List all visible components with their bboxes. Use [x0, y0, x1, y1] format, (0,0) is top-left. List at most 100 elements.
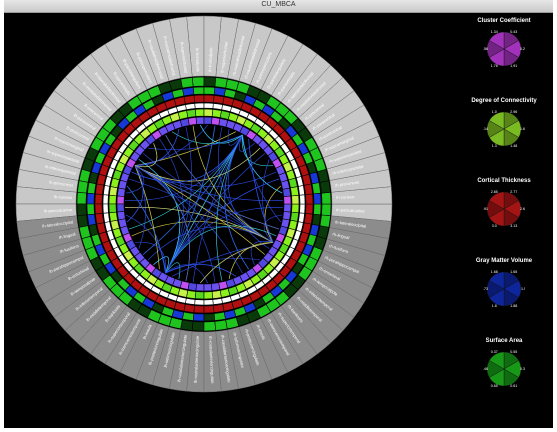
metric-ring-cell[interactable]	[309, 223, 320, 237]
metric-ring-cell[interactable]	[313, 192, 322, 205]
metric-ring-cell[interactable]	[86, 203, 95, 216]
metric-ring-cell[interactable]	[185, 298, 196, 305]
metric-ring-cell[interactable]	[280, 218, 290, 229]
metric-ring-cell[interactable]	[194, 108, 205, 117]
metric-ring-cell[interactable]	[298, 185, 305, 196]
metric-ring-cell[interactable]	[214, 77, 228, 89]
metric-ring-cell[interactable]	[303, 213, 313, 225]
metric-ring-cell[interactable]	[175, 104, 187, 113]
metric-ring-cell[interactable]	[186, 290, 197, 299]
metric-ring-cell[interactable]	[192, 86, 205, 95]
metric-ring-cell[interactable]	[109, 186, 118, 197]
metric-ring-cell[interactable]	[110, 177, 120, 189]
metric-ring-cell[interactable]	[177, 288, 189, 298]
metric-ring-cell[interactable]	[173, 301, 186, 312]
metric-ring-cell[interactable]	[319, 180, 331, 194]
metric-ring-cell[interactable]	[87, 213, 97, 226]
metric-ring-cell[interactable]	[186, 109, 197, 118]
metric-ring-cell[interactable]	[117, 187, 126, 197]
metric-ring-cell[interactable]	[211, 109, 222, 118]
metric-ring-cell[interactable]	[311, 182, 321, 195]
metric-ring-cell[interactable]	[78, 168, 91, 183]
metric-ring-cell[interactable]	[211, 290, 222, 299]
title-bar[interactable]: CU_MBCA	[4, 0, 553, 13]
metric-ring-cell[interactable]	[313, 203, 322, 216]
metric-ring-cell[interactable]	[179, 280, 190, 290]
metric-ring-cell[interactable]	[221, 104, 233, 113]
metric-ring-cell[interactable]	[102, 194, 109, 205]
metric-ring-cell[interactable]	[203, 283, 213, 292]
metric-ring-cell[interactable]	[282, 211, 291, 221]
metric-ring-cell[interactable]	[213, 95, 225, 105]
metric-ring-cell[interactable]	[311, 213, 321, 226]
metric-ring-cell[interactable]	[191, 321, 205, 332]
metric-ring-cell[interactable]	[295, 221, 304, 233]
metric-ring-cell[interactable]	[194, 291, 205, 300]
metric-ring-cell[interactable]	[203, 76, 217, 87]
metric-ring-cell[interactable]	[213, 311, 226, 321]
metric-ring-cell[interactable]	[88, 171, 99, 185]
metric-ring-cell[interactable]	[203, 86, 216, 95]
metric-ring-cell[interactable]	[203, 108, 214, 117]
metric-ring-cell[interactable]	[203, 116, 213, 125]
metric-ring-cell[interactable]	[298, 212, 305, 223]
metric-ring-cell[interactable]	[102, 203, 109, 214]
metric-ring-cell[interactable]	[203, 321, 217, 332]
metric-ring-cell[interactable]	[182, 87, 195, 97]
metric-ring-cell[interactable]	[221, 295, 233, 304]
metric-ring-cell[interactable]	[203, 94, 215, 103]
metric-ring-cell[interactable]	[109, 211, 118, 222]
metric-ring-cell[interactable]	[223, 88, 237, 99]
metric-ring-cell[interactable]	[103, 212, 110, 223]
metric-ring-cell[interactable]	[203, 313, 216, 322]
metric-ring-cell[interactable]	[87, 182, 97, 195]
metric-ring-cell[interactable]	[104, 175, 113, 187]
metric-ring-cell[interactable]	[290, 186, 299, 197]
metric-ring-cell[interactable]	[187, 282, 197, 291]
metric-ring-cell[interactable]	[193, 305, 205, 314]
metric-ring-cell[interactable]	[95, 213, 105, 225]
metric-ring-cell[interactable]	[299, 194, 306, 205]
metric-ring-cell[interactable]	[222, 96, 235, 107]
metric-ring-cell[interactable]	[290, 211, 299, 222]
metric-ring-cell[interactable]	[321, 203, 332, 217]
connectogram-canvas[interactable]: lh-frontalpole lh-superiorfrontal lh-rostr…	[4, 13, 444, 427]
metric-ring-cell[interactable]	[291, 203, 300, 214]
metric-ring-cell[interactable]	[212, 298, 223, 305]
metric-ring-cell[interactable]	[305, 193, 314, 205]
metric-ring-cell[interactable]	[283, 203, 292, 213]
metric-ring-cell[interactable]	[77, 180, 89, 194]
metric-ring-cell[interactable]	[118, 179, 128, 190]
metric-ring-cell[interactable]	[213, 303, 225, 313]
metric-ring-cell[interactable]	[213, 87, 226, 97]
metric-ring-cell[interactable]	[195, 116, 205, 125]
metric-ring-cell[interactable]	[104, 221, 113, 233]
metric-ring-cell[interactable]	[288, 219, 298, 231]
metric-ring-cell[interactable]	[283, 195, 292, 205]
metric-ring-cell[interactable]	[193, 94, 205, 103]
metric-ring-cell[interactable]	[321, 191, 332, 205]
metric-ring-cell[interactable]	[108, 194, 117, 205]
metric-ring-cell[interactable]	[219, 110, 231, 120]
metric-ring-cell[interactable]	[180, 77, 194, 89]
metric-ring-cell[interactable]	[319, 214, 331, 228]
metric-ring-cell[interactable]	[203, 102, 214, 109]
metric-ring-cell[interactable]	[191, 76, 205, 87]
metric-ring-cell[interactable]	[76, 203, 87, 217]
metric-ring-cell[interactable]	[194, 299, 205, 306]
metric-ring-cell[interactable]	[94, 203, 103, 215]
metric-ring-cell[interactable]	[299, 203, 306, 214]
metric-ring-cell[interactable]	[203, 299, 214, 306]
metric-ring-cell[interactable]	[291, 194, 300, 205]
metric-ring-cell[interactable]	[77, 214, 89, 228]
metric-ring-cell[interactable]	[295, 175, 304, 187]
metric-ring-cell[interactable]	[95, 183, 105, 195]
metric-ring-cell[interactable]	[218, 118, 229, 128]
metric-ring-cell[interactable]	[182, 311, 195, 321]
metric-ring-cell[interactable]	[305, 203, 314, 215]
metric-ring-cell[interactable]	[225, 78, 240, 91]
metric-ring-cell[interactable]	[183, 95, 195, 105]
metric-ring-cell[interactable]	[116, 203, 125, 213]
metric-ring-cell[interactable]	[203, 305, 215, 314]
metric-ring-cell[interactable]	[214, 319, 228, 331]
